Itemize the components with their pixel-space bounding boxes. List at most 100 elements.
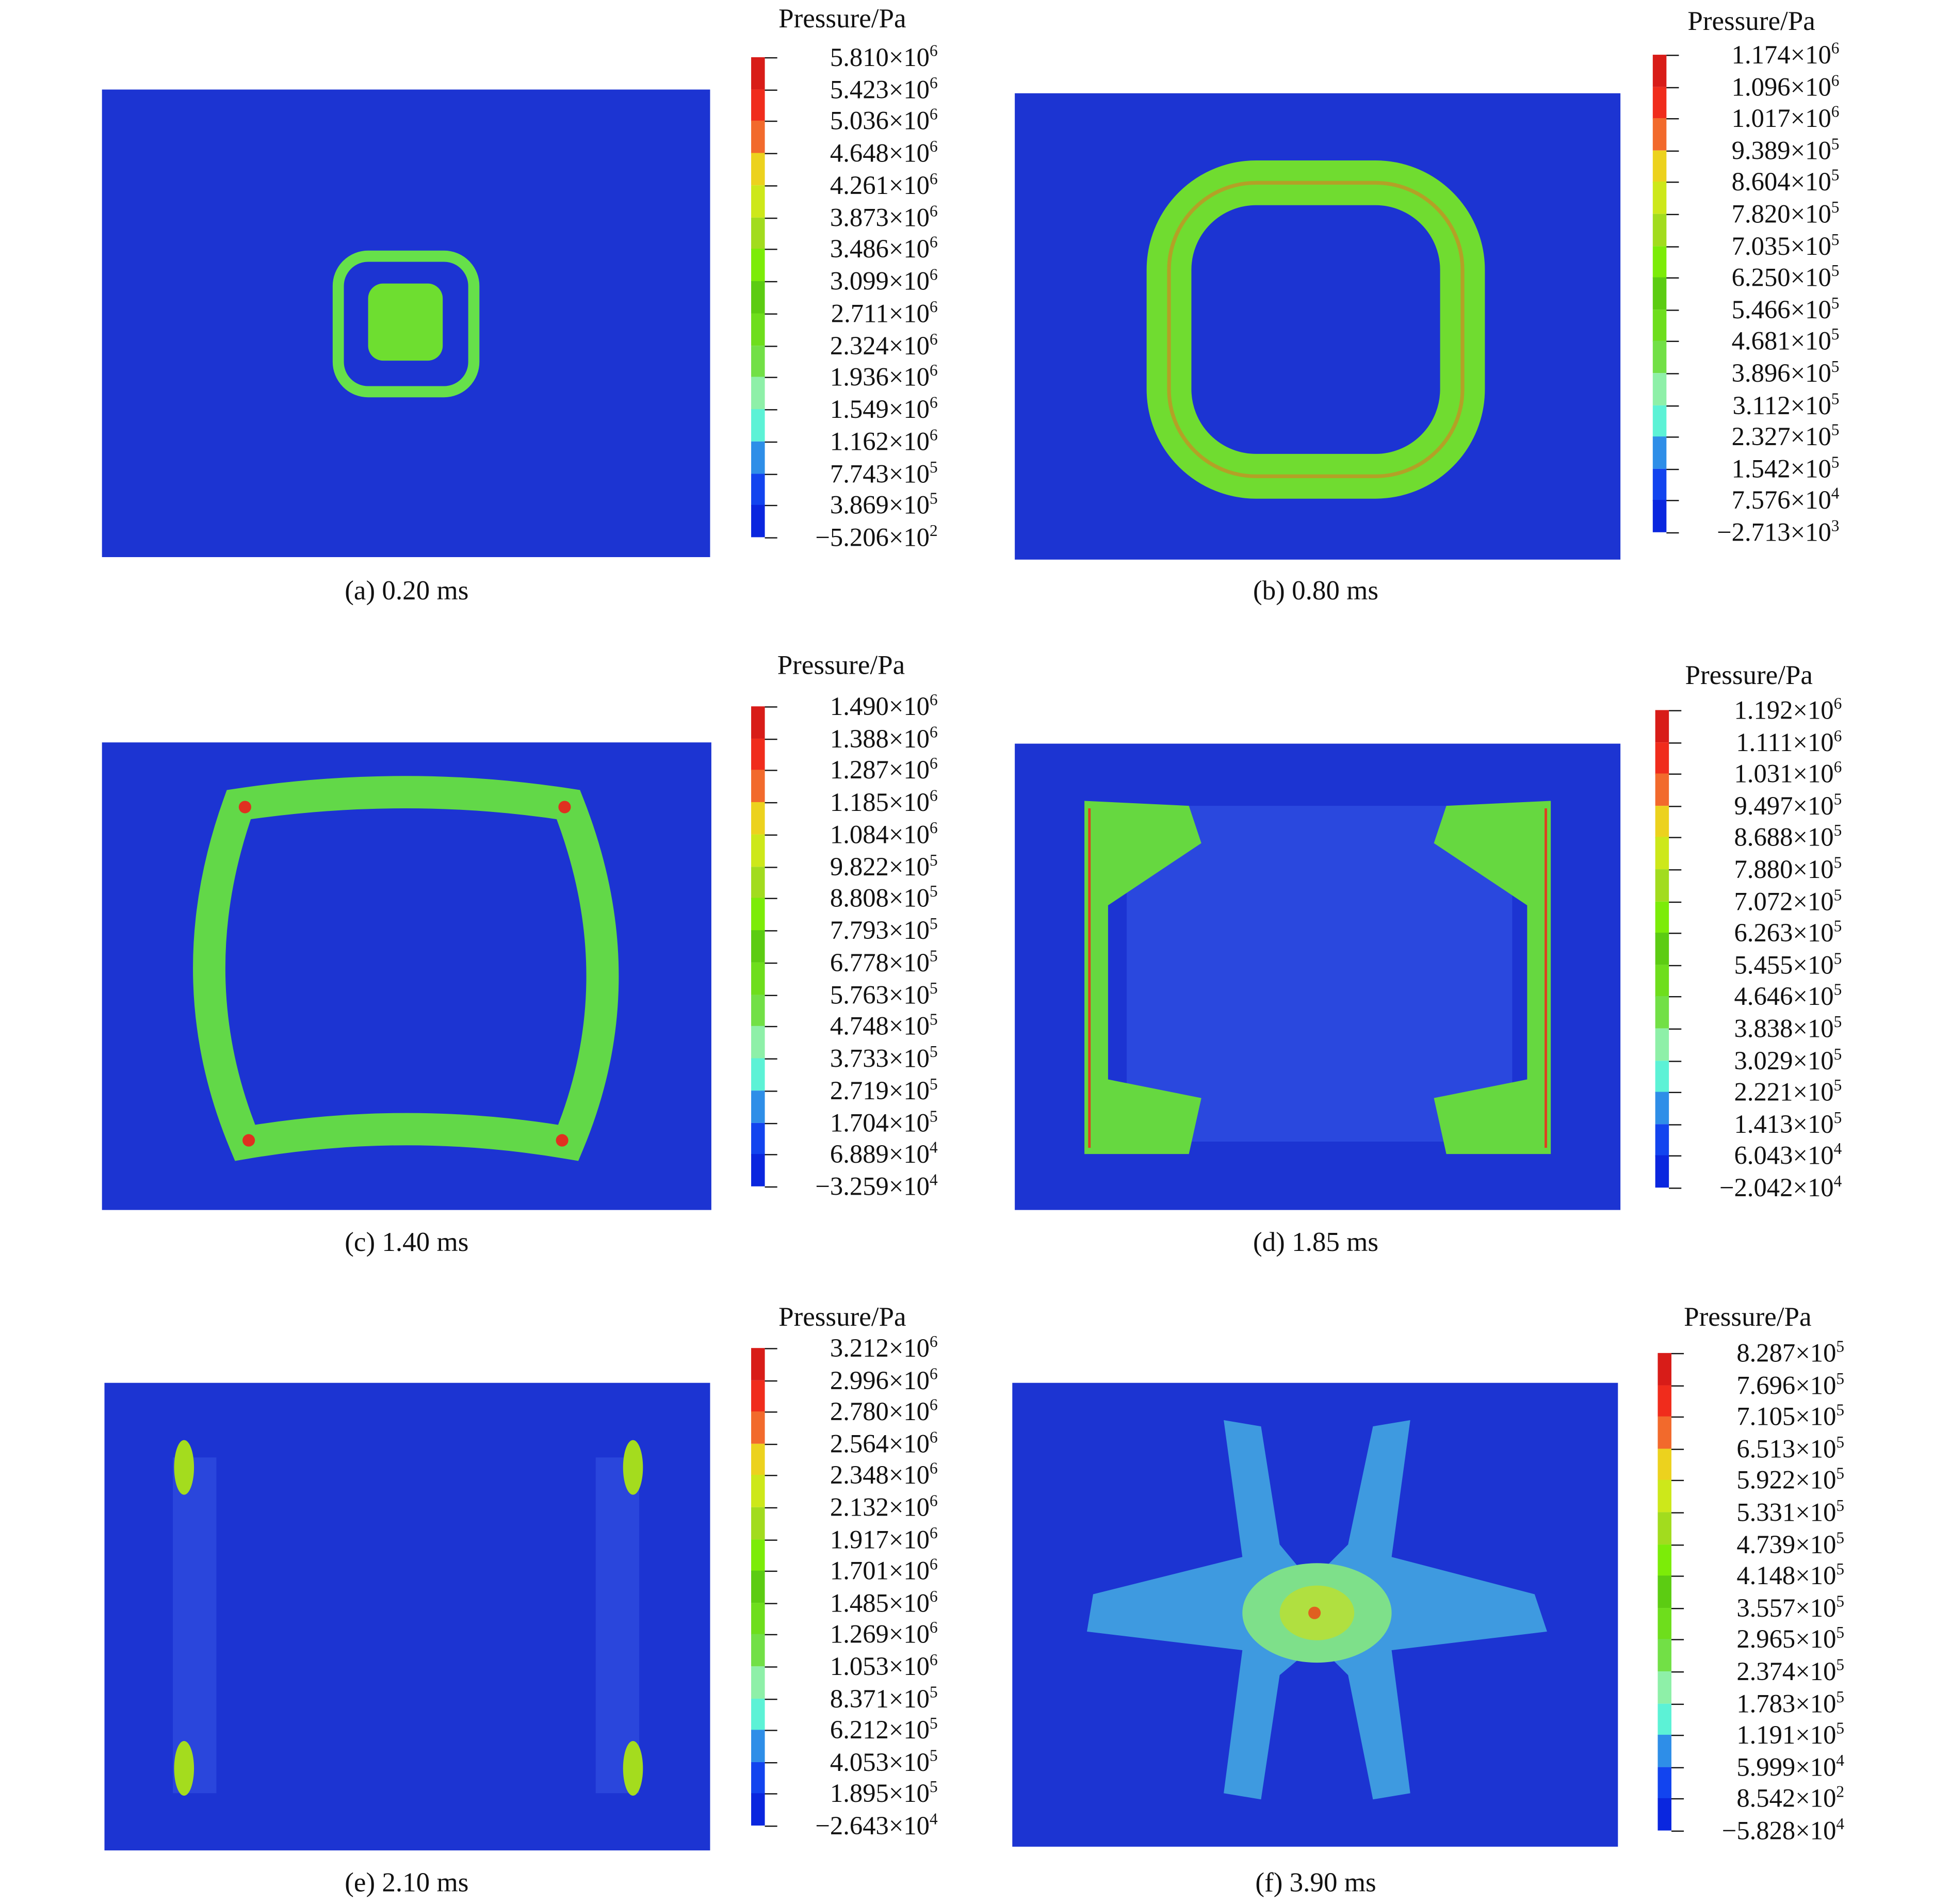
tick-base: ×10: [888, 1428, 930, 1459]
tick-exponent: 5: [1831, 134, 1840, 153]
tick-base: ×10: [888, 170, 930, 200]
colorbar-band: [751, 834, 765, 867]
colorbar-tick: [765, 1411, 777, 1413]
colorbar-tick-label: 4.261×106: [751, 170, 938, 200]
colorbar-tick-label: 2.348×106: [751, 1460, 938, 1490]
tick-exponent: 5: [929, 850, 938, 869]
colorbar-tick: [1669, 805, 1682, 807]
colorbar-tick-label: 5.466×105: [1653, 295, 1840, 323]
tick-exponent: 5: [929, 1714, 938, 1733]
colorbar-tick-label: 1.413×105: [1655, 1109, 1842, 1139]
tick-mantissa: 3.896: [1731, 358, 1791, 388]
tick-base: ×10: [1795, 1752, 1837, 1782]
tick-base: ×10: [888, 1651, 930, 1682]
tick-base: ×10: [888, 74, 930, 104]
tick-mantissa: 1.542: [1731, 453, 1791, 484]
colorbar-tick-label: 3.486×106: [751, 234, 938, 263]
colorbar-band: [1655, 1060, 1669, 1093]
colorbar-tick: [765, 505, 777, 507]
tick-base: ×10: [1793, 1141, 1834, 1171]
tick-mantissa: 5.999: [1736, 1752, 1796, 1782]
colorbar-tick: [765, 89, 777, 91]
tick-mantissa: 1.388: [830, 723, 889, 754]
tick-mantissa: 2.348: [830, 1460, 889, 1490]
tick-mantissa: 4.148: [1736, 1560, 1796, 1591]
tick-base: ×10: [888, 202, 930, 232]
colorbar-band: [751, 57, 765, 90]
colorbar-tick: [1666, 118, 1679, 120]
tick-mantissa: 7.743: [830, 458, 889, 489]
tick-exponent: 6: [929, 233, 938, 252]
tick-base: ×10: [888, 266, 930, 297]
tick-base: ×10: [1790, 326, 1831, 356]
pressure-ring: [332, 250, 480, 398]
colorbar-tick: [765, 802, 777, 804]
tick-base: ×10: [1793, 1077, 1834, 1107]
colorbar-band: [1652, 118, 1667, 151]
tick-mantissa: 4.739: [1736, 1529, 1796, 1559]
tick-base: ×10: [888, 1556, 930, 1586]
colorbar-band: [1655, 901, 1669, 934]
panel-caption: (e) 2.10 ms: [345, 1866, 469, 1898]
colorbar-tick-label: 1.191×105: [1658, 1720, 1844, 1749]
colorbar-band: [751, 962, 765, 995]
tick-base: ×10: [888, 1587, 930, 1618]
tick-mantissa: 1.287: [830, 755, 889, 786]
tick-exponent: 6: [929, 265, 938, 284]
tick-base: ×10: [888, 1747, 930, 1777]
tick-exponent: 6: [929, 1586, 938, 1605]
colorbar-band: [1652, 278, 1667, 310]
tick-mantissa: 7.793: [830, 915, 889, 946]
colorbar-tick: [765, 1475, 777, 1477]
tick-mantissa: −5.828: [1721, 1815, 1796, 1846]
tick-exponent: 6: [929, 1427, 938, 1446]
tick-exponent: 5: [929, 1106, 938, 1125]
tick-mantissa: 2.719: [830, 1075, 889, 1105]
colorbar-tick: [1671, 1607, 1684, 1609]
colorbar-tick-label: 1.084×106: [751, 819, 938, 848]
tick-base: ×10: [1793, 1109, 1834, 1139]
colorbar-tick-label: 8.287×105: [1658, 1338, 1844, 1367]
colorbar-tick: [1671, 1417, 1684, 1418]
tick-base: ×10: [1793, 918, 1834, 948]
colorbar-tick-label: 1.096×106: [1653, 71, 1840, 102]
panel-caption: (d) 1.85 ms: [1253, 1226, 1379, 1258]
colorbar-tick: [765, 1122, 777, 1124]
tick-exponent: 6: [929, 297, 938, 316]
colorbar-tick: [1666, 341, 1679, 343]
tick-base: ×10: [1790, 71, 1831, 102]
colorbar-band: [751, 217, 765, 250]
colorbar-tick-label: 1.936×106: [751, 362, 938, 391]
colorbar-band: [1652, 468, 1667, 501]
tick-exponent: 6: [929, 137, 938, 156]
tick-exponent: 5: [1836, 1464, 1845, 1483]
colorbar-tick: [1669, 1124, 1682, 1126]
tick-mantissa: 2.374: [1736, 1656, 1796, 1686]
colorbar-band: [751, 1379, 765, 1412]
colorbar-tick: [765, 1090, 777, 1092]
tick-exponent: 5: [1833, 1076, 1842, 1095]
tick-base: ×10: [1793, 1173, 1834, 1203]
colorbar-band: [751, 930, 765, 963]
colorbar-band: [1658, 1607, 1671, 1640]
tick-exponent: 4: [1836, 1750, 1845, 1769]
colorbar-tick: [1669, 742, 1682, 743]
colorbar-band: [1655, 996, 1669, 1029]
tick-mantissa: 2.780: [830, 1396, 889, 1427]
tick-exponent: 5: [1831, 166, 1840, 185]
colorbar-tick-label: 4.681×105: [1653, 326, 1840, 356]
tick-mantissa: 5.423: [830, 74, 889, 104]
colorbar-tick: [765, 185, 777, 187]
colorbar-tick: [1669, 1156, 1682, 1157]
tick-exponent: 5: [1831, 261, 1840, 280]
colorbar-tick-label: −2.643×104: [751, 1811, 937, 1840]
tick-mantissa: 6.513: [1736, 1434, 1796, 1463]
colorbar-tick-label: 3.873×106: [751, 202, 938, 232]
colorbar-tick: [765, 377, 777, 379]
tick-exponent: 6: [929, 41, 938, 60]
tick-exponent: 5: [929, 946, 938, 965]
tick-exponent: 5: [1833, 948, 1842, 968]
tick-mantissa: 5.331: [1736, 1497, 1796, 1527]
tick-base: ×10: [1795, 1497, 1837, 1527]
colorbar-tick: [765, 441, 777, 443]
